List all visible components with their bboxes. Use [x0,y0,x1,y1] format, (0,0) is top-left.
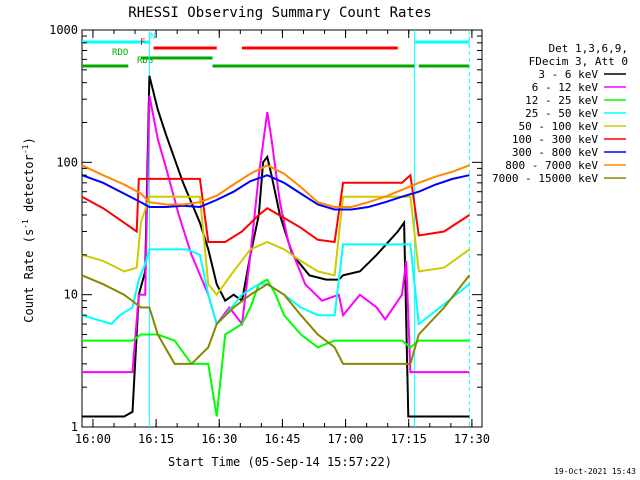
x-tick-label: 17:15 [391,432,427,446]
series-line-1 [82,95,470,374]
y-axis-ticks: 1 10 100 1000 [49,23,482,434]
y-tick-label: 1000 [49,23,78,37]
legend-entry-label: 6 - 12 keV [532,81,599,94]
legend: Det 1,3,6,9, FDecim 3, Att 0 3 - 6 keV6 … [492,42,628,185]
state-label-rds: RDS [137,56,153,66]
y-axis-label-main: Count Rate (s [22,229,36,323]
x-tick-label: 16:30 [201,432,237,446]
footer-timestamp: 19-Oct-2021 15:43 [554,467,636,476]
legend-header-line2: FDecim 3, Att 0 [529,55,628,68]
series-line-7 [81,164,470,208]
legend-entry-label: 50 - 100 keV [519,120,599,133]
plot-frame [81,29,483,428]
x-tick-label: 17:00 [328,432,364,446]
series-line-2 [82,278,470,417]
series-line-8 [81,274,471,365]
legend-entry-label: 3 - 6 keV [538,68,598,81]
legend-entry-label: 100 - 300 keV [512,133,598,146]
chart-title: RHESSI Observing Summary Count Rates [128,5,431,21]
y-axis-label-sup1: -1 [21,219,30,229]
y-axis-label: Count Rate (s-1 detector-1) [21,137,36,322]
legend-entry-label: 12 - 25 keV [525,94,598,107]
series-line-3 [81,243,471,326]
legend-entry-label: 7000 - 15000 keV [492,172,598,185]
x-tick-label: 17:30 [454,432,490,446]
instrument-state-bars: NF RDO RDS [82,30,470,427]
series-line-6 [81,174,470,211]
y-tick-label: 1 [71,420,78,434]
y-tick-label: 100 [56,155,78,169]
series-lines [81,75,471,418]
x-tick-label: 16:15 [138,432,174,446]
x-tick-label: 16:45 [264,432,300,446]
legend-entry-label: 300 - 800 keV [512,146,598,159]
state-label-rdo: RDO [112,48,128,58]
y-axis-label-end: ) [22,137,36,144]
legend-header-line1: Det 1,3,6,9, [549,42,628,55]
legend-entry-label: 25 - 50 keV [525,107,598,120]
state-label-f: F [140,38,145,48]
state-label-n: N [150,32,155,42]
series-line-5 [81,173,470,244]
legend-entry-label: 800 - 7000 keV [505,159,598,172]
x-tick-label: 16:00 [75,432,111,446]
x-axis-label: Start Time (05-Sep-14 15:57:22) [168,455,392,469]
y-axis-label-sup2: -1 [21,144,30,154]
x-axis-ticks: 16:00 16:15 16:30 16:45 17:00 17:15 17:30 [75,30,490,446]
y-axis-label-mid: detector [22,154,36,219]
y-tick-label: 10 [64,288,78,302]
